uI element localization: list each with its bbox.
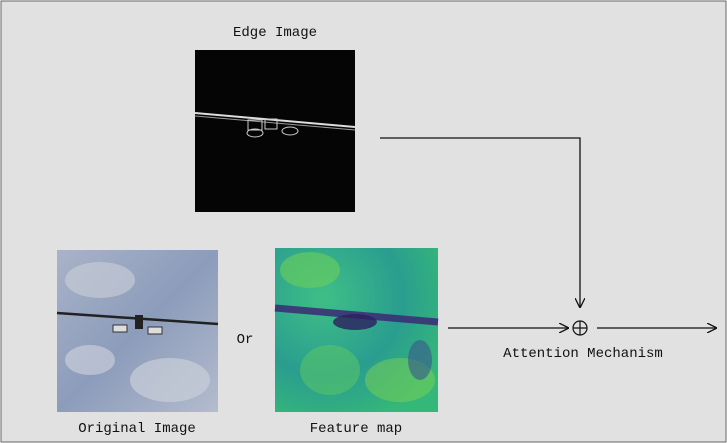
diagram: Edge Image Original Image Or Feature map… bbox=[0, 0, 727, 443]
sum-operator bbox=[573, 321, 587, 335]
or-label: Or bbox=[237, 332, 254, 348]
edge-image-label: Edge Image bbox=[233, 25, 317, 41]
feature-map bbox=[275, 248, 438, 412]
original-image bbox=[57, 250, 218, 412]
attention-label: Attention Mechanism bbox=[503, 346, 663, 362]
original-image-label: Original Image bbox=[78, 421, 196, 437]
edge-image bbox=[195, 50, 355, 212]
feature-map-label: Feature map bbox=[310, 421, 402, 437]
page: Edge Image Original Image Or Feature map… bbox=[0, 0, 727, 443]
